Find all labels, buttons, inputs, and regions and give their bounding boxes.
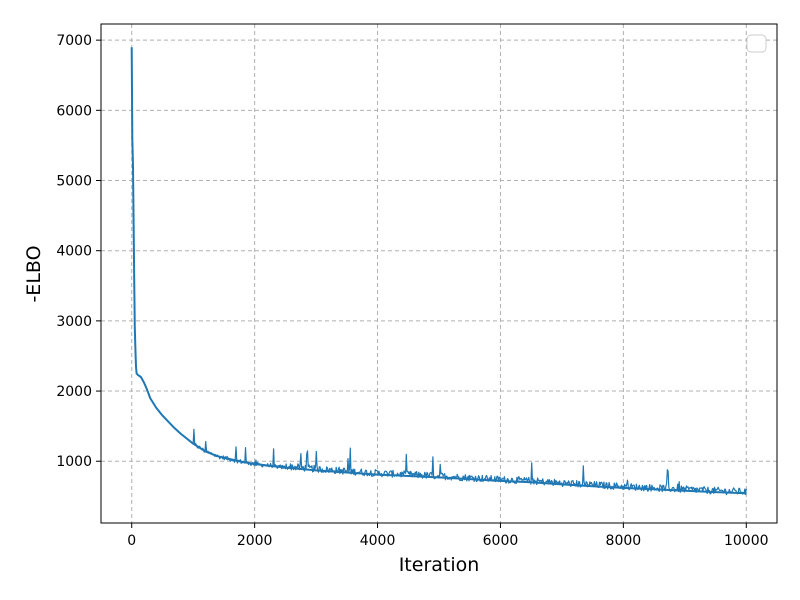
y-tick-label: 6000 [56, 103, 92, 119]
y-tick-label: 3000 [56, 314, 92, 330]
x-tick-label: 6000 [483, 533, 519, 549]
x-tick-label: 8000 [606, 533, 642, 549]
y-tick-label: 4000 [56, 244, 92, 260]
series-line-noise [192, 428, 747, 496]
axis-ticks: 0 2000 4000 6000 8000 10000 1000 2000 3000 4000 50… [56, 33, 768, 549]
y-tick-label: 2000 [56, 384, 92, 400]
y-tick-label: 5000 [56, 174, 92, 190]
series-line [130, 47, 747, 495]
grid-lines [101, 24, 777, 523]
y-tick-label: 7000 [56, 33, 92, 49]
plot-frame [100, 23, 778, 524]
y-tick-label: 1000 [56, 454, 92, 470]
series-layer [130, 47, 747, 496]
x-tick-label: 2000 [237, 533, 273, 549]
x-tick-label: 4000 [360, 533, 396, 549]
x-tick-label: 0 [127, 533, 136, 549]
x-tick-label: 10000 [724, 533, 769, 549]
legend-box [746, 34, 767, 53]
y-axis-label: -ELBO [23, 245, 45, 302]
x-axis-label: Iteration [399, 554, 480, 576]
